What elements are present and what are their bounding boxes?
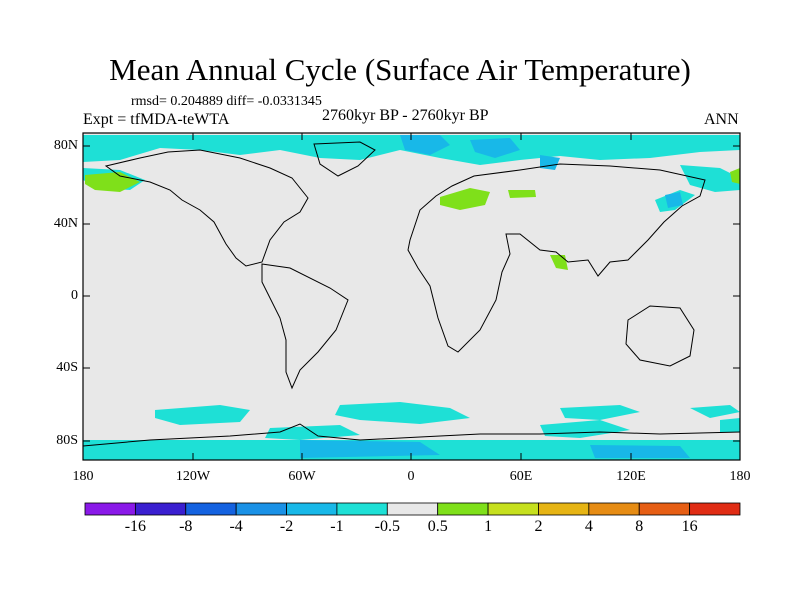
colorbar-box [185, 502, 237, 516]
greenland-coast [313, 141, 376, 177]
north-america-coast [104, 149, 309, 267]
period-label: 2760kyr BP - 2760kyr BP [322, 107, 489, 124]
eurasia-africa-coast [407, 163, 706, 353]
colorbar-label: 0.5 [427, 518, 448, 535]
chart-title: Mean Annual Cycle (Surface Air Temperatu… [109, 52, 691, 87]
lat-label: 40N [53, 216, 78, 231]
colorbar-box [336, 502, 388, 516]
colorbar-label: 1 [484, 518, 493, 535]
colorbar-box [588, 502, 640, 516]
colorbar-label: 16 [681, 518, 698, 535]
lon-label: 0 [407, 469, 415, 484]
lon-label: 60E [509, 469, 533, 484]
australia-coast [625, 305, 695, 367]
colorbar-box [386, 502, 439, 516]
lon-label: 180 [72, 469, 94, 484]
colorbar [84, 502, 741, 516]
colorbar-label: -1 [330, 518, 344, 535]
lat-label: 80S [56, 433, 78, 448]
lat-label: 40S [56, 360, 78, 375]
colorbar-box [84, 502, 136, 516]
lon-label: 120W [175, 469, 211, 484]
south-america-coast [261, 263, 349, 390]
colorbar-label: -4 [229, 518, 243, 535]
axis-ticks [83, 133, 740, 460]
colorbar-label: 4 [584, 518, 593, 535]
lat-label: 80N [53, 138, 78, 153]
colorbar-box [638, 502, 691, 516]
colorbar-label: -8 [179, 518, 193, 535]
colorbar-box [487, 502, 539, 516]
antarctica-coast [82, 423, 741, 447]
colorbar-box [286, 502, 338, 516]
colorbar-box [538, 502, 590, 516]
lon-label: 60W [288, 469, 316, 484]
colorbar-label: -0.5 [374, 518, 400, 535]
colorbar-box [134, 502, 187, 516]
colorbar-label: 2 [534, 518, 543, 535]
lat-label: 0 [71, 288, 78, 303]
colorbar-label: 8 [635, 518, 644, 535]
colorbar-box [437, 502, 489, 516]
stats-text: rmsd= 0.204889 diff= -0.0331345 [131, 94, 322, 109]
strong-cold-patches [300, 135, 690, 458]
coastlines [82, 141, 741, 447]
colorbar-label: -16 [124, 518, 147, 535]
lon-label: 120E [616, 469, 646, 484]
colorbar-box [689, 502, 741, 516]
colorbar-label: -2 [279, 518, 294, 535]
lon-label: 180 [729, 469, 751, 484]
experiment-label: Expt = tfMDA-teWTA [83, 111, 230, 128]
colorbar-box [235, 502, 287, 516]
season-label: ANN [704, 111, 739, 128]
